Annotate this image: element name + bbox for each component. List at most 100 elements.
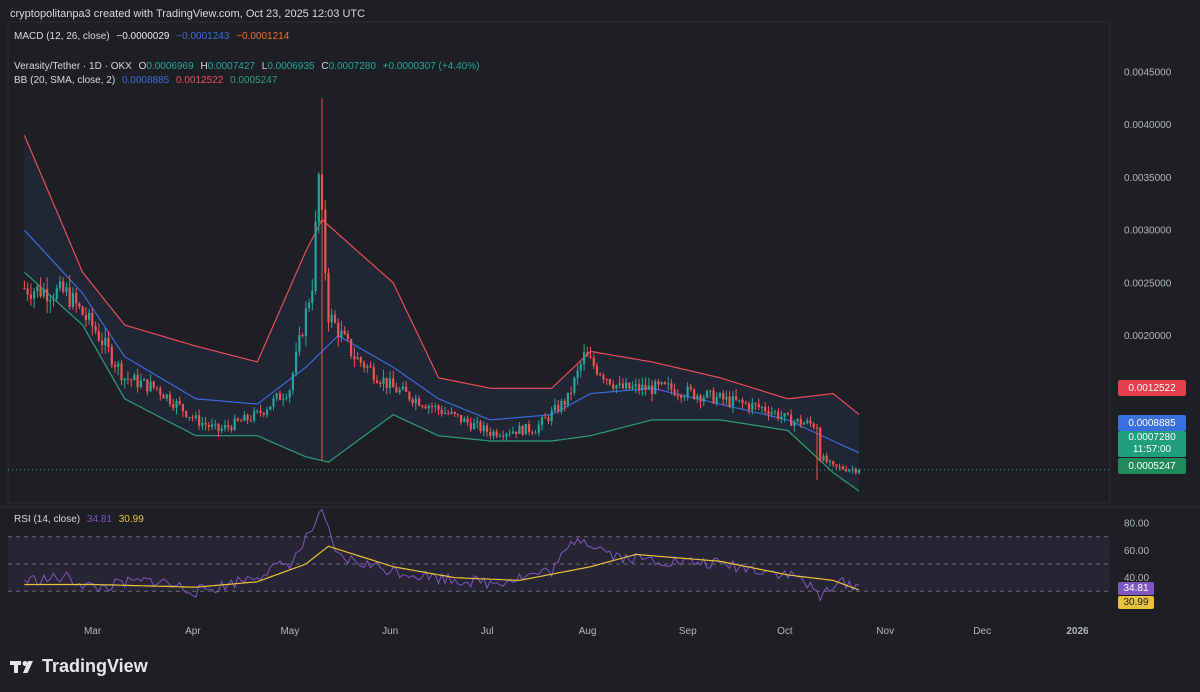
candle-body	[375, 380, 379, 383]
candle-body	[786, 413, 789, 415]
bb-legend[interactable]: BB (20, SMA, close, 2) 0.0008885 0.00125…	[14, 75, 281, 86]
candle-body	[473, 423, 476, 430]
candle-body	[363, 362, 366, 368]
bb-lower-line	[23, 271, 860, 492]
candle-body	[560, 400, 563, 412]
candle-body	[198, 415, 201, 426]
rsi-tick-label: 40.00	[1124, 573, 1149, 584]
candle-body	[36, 286, 39, 292]
time-tick-label: Mar	[84, 626, 102, 637]
candle-body	[838, 466, 841, 468]
candle-body	[712, 390, 715, 404]
candle-body	[178, 401, 181, 404]
candle-body	[654, 381, 657, 394]
rsi-ma-value: 30.99	[118, 514, 144, 525]
candle-body	[650, 385, 654, 395]
candle-body	[537, 424, 540, 433]
candle-body	[744, 402, 747, 404]
candle-body	[107, 337, 110, 348]
candle-body	[188, 417, 191, 418]
candle-body	[97, 331, 100, 341]
candle-body	[353, 355, 356, 360]
candle-body	[146, 379, 149, 392]
rsi-ma-line	[24, 545, 860, 591]
candle-body	[366, 366, 369, 368]
candle-body	[705, 391, 709, 398]
candle-body	[327, 272, 330, 323]
candle-body	[764, 407, 767, 412]
candle-body	[155, 387, 159, 389]
candle-body	[780, 416, 783, 419]
candle-body	[104, 337, 107, 346]
candle-body	[49, 300, 52, 302]
price-tick-label: 0.0045000	[1124, 68, 1172, 79]
chart-header: cryptopolitanpa3 created with TradingVie…	[10, 8, 366, 20]
candle-body	[767, 411, 770, 415]
candle-body	[405, 386, 408, 392]
candle-body	[573, 378, 576, 393]
bb-fill	[24, 135, 859, 492]
candle-body	[110, 347, 113, 365]
open-label: O	[138, 61, 147, 72]
candle-body	[42, 289, 45, 297]
candle-body	[343, 330, 346, 335]
candle-body	[799, 418, 802, 425]
candle-body	[450, 411, 453, 414]
candle-body	[236, 418, 239, 421]
rsi-tick-label: 60.00	[1124, 546, 1149, 557]
candle-body	[46, 289, 49, 302]
rsi-ma-value-tag: 30.99	[1118, 596, 1154, 609]
candle-body	[566, 392, 569, 406]
rsi-label: RSI (14, close)	[14, 514, 81, 525]
candle-body	[204, 422, 207, 425]
candle-body	[832, 461, 835, 465]
candle-body	[725, 396, 728, 400]
candle-body	[738, 399, 741, 401]
candle-body	[401, 386, 404, 390]
candle-body	[505, 433, 508, 437]
candle-body	[515, 431, 518, 434]
candle-body	[275, 393, 278, 399]
macd-legend[interactable]: MACD (12, 26, close) −0.0000029 −0.00012…	[14, 31, 293, 42]
rsi-legend[interactable]: RSI (14, close) 34.81 30.99	[14, 514, 148, 525]
candle-body	[84, 314, 87, 320]
candle-body	[369, 366, 372, 368]
candle-body	[52, 298, 55, 301]
rsi-value: 34.81	[86, 514, 112, 525]
candle-body	[91, 312, 94, 327]
candle-body	[29, 294, 32, 299]
candle-body	[841, 466, 844, 470]
candle-body	[731, 396, 734, 407]
candle-body	[249, 419, 252, 421]
tradingview-logo[interactable]: TradingView	[10, 656, 148, 677]
candle-body	[625, 382, 628, 389]
bb-upper-line	[23, 135, 860, 415]
candle-body	[233, 418, 236, 431]
candle-body	[379, 382, 382, 384]
candle-body	[631, 386, 634, 389]
candle-body	[382, 377, 385, 384]
candle-body	[618, 383, 621, 386]
candle-body	[809, 420, 812, 424]
candle-body	[101, 340, 104, 346]
candle-body	[806, 420, 809, 423]
candle-body	[120, 363, 123, 381]
candle-body	[320, 174, 324, 210]
candle-body	[143, 379, 146, 381]
symbol-legend[interactable]: Verasity/Tether · 1D · OKX O0.0006969 H0…	[14, 61, 483, 72]
candle-body	[718, 393, 721, 398]
candle-body	[304, 308, 307, 337]
candle-body	[628, 382, 631, 389]
bollinger-bands	[23, 135, 860, 492]
time-tick-label: Jul	[481, 626, 494, 637]
macd-value: −0.0000029	[116, 31, 170, 42]
candle-body	[783, 413, 786, 417]
candle-body	[463, 418, 466, 422]
candle-body	[256, 410, 259, 412]
candle-body	[460, 415, 463, 422]
candle-body	[285, 397, 288, 399]
candle-body	[123, 378, 126, 381]
candle-body	[314, 221, 317, 291]
candle-body	[185, 411, 188, 417]
